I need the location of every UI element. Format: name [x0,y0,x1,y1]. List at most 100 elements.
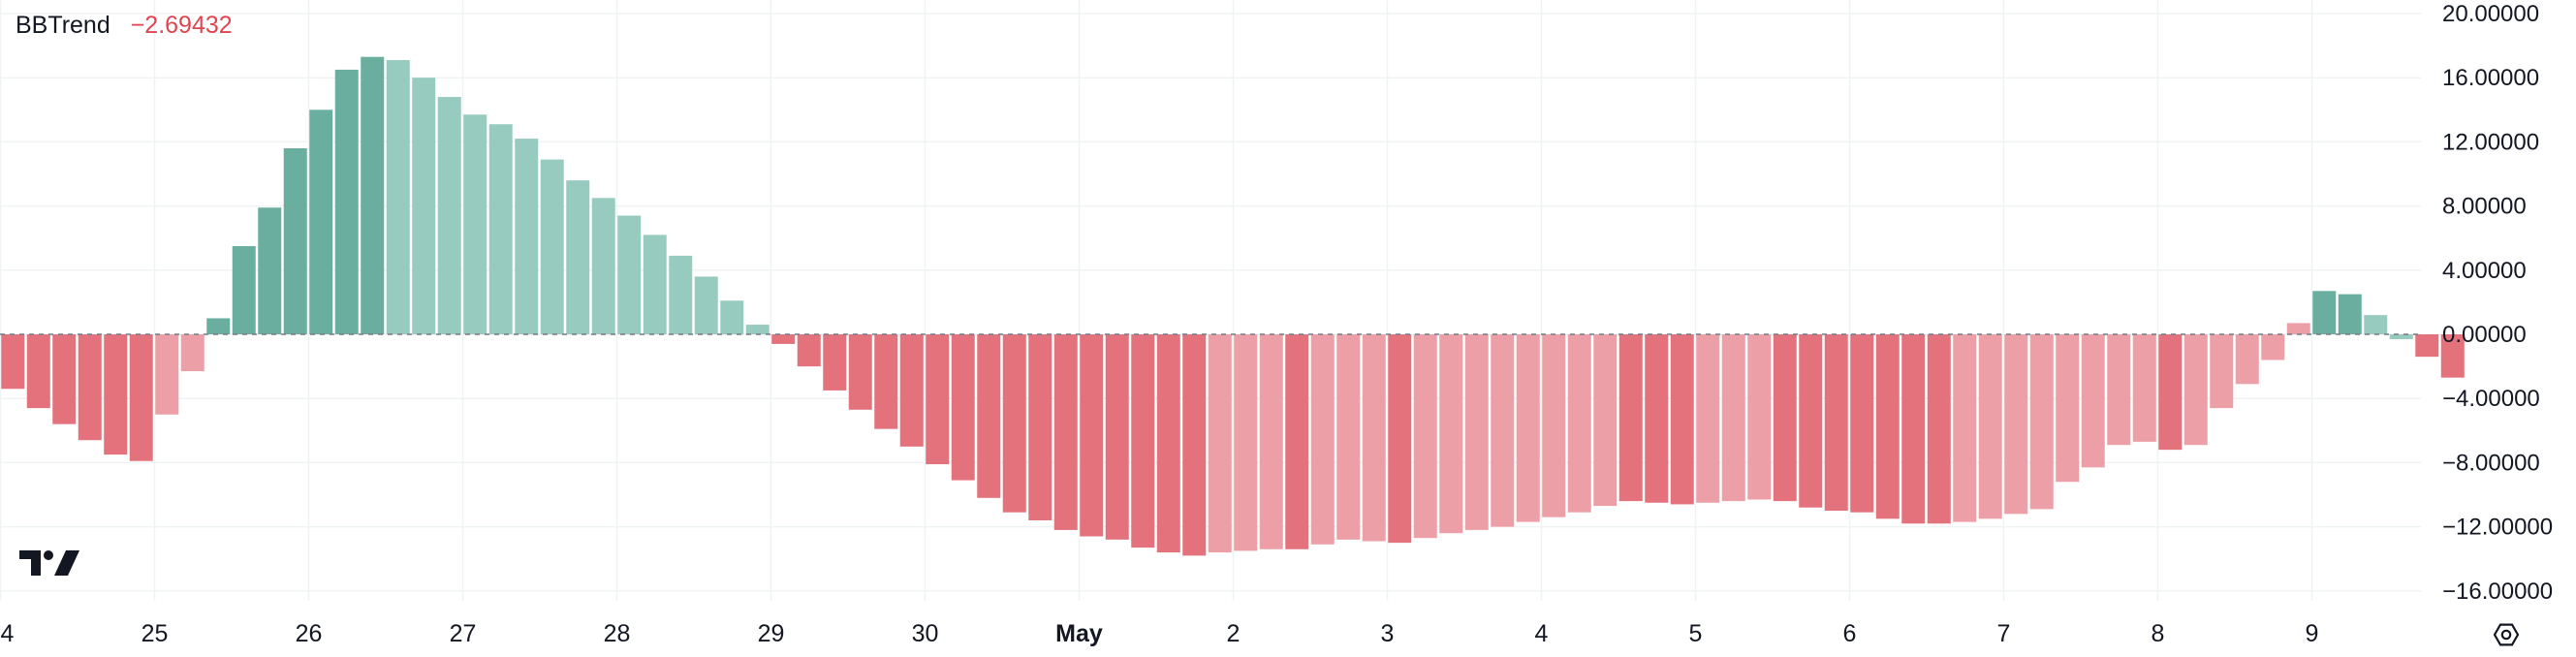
tradingview-logo-icon[interactable] [19,550,79,576]
histogram-bar [206,318,231,334]
time-scale[interactable]: 24 25 26 27 28 29 30 May 2 3 4 5 6 7 8 9 [0,620,2318,647]
indicator-name: BBTrend [16,12,110,39]
histogram-bar [361,56,385,335]
histogram-bar [1310,334,1335,545]
histogram-bar [1516,334,1540,522]
histogram-bar [309,110,333,334]
histogram-bar [566,180,590,334]
histogram-bar [283,148,307,334]
histogram-bar [2286,323,2310,334]
histogram-bar [1773,334,1797,502]
histogram-bar [1362,334,1386,542]
y-tick-label: −8.00000 [2442,450,2540,476]
histogram-bar [1927,334,1951,524]
histogram-bar [1002,334,1026,513]
histogram-bar [1875,334,1900,519]
histogram-bar [2004,334,2028,515]
y-tick-label: 4.00000 [2442,258,2527,284]
histogram-bar [1593,334,1618,507]
histogram-bar [694,276,718,334]
histogram-bar [232,245,256,334]
histogram-bar [720,300,744,334]
x-tick-label: 27 [450,620,477,647]
histogram-bar [2158,334,2183,451]
histogram-bar [1234,334,1258,551]
histogram-bar [334,69,359,335]
histogram-bar [1182,334,1207,556]
histogram-bar [2415,334,2439,358]
y-tick-label: −4.00000 [2442,386,2540,412]
histogram-bar [2081,334,2105,468]
histogram-bar [463,114,487,334]
histogram-bar [926,334,950,465]
histogram-bar [1053,334,1078,530]
histogram-bar [617,215,642,334]
histogram-bar [848,334,872,410]
histogram-bar [2389,334,2413,339]
x-tick-label: 29 [758,620,785,647]
histogram-bar [1696,334,1720,503]
histogram-bar [1156,334,1180,553]
x-tick-label: 30 [912,620,939,647]
histogram-bar [2312,291,2337,334]
histogram-bar [1799,334,1823,508]
histogram-bar [1850,334,1874,513]
histogram-bar [2183,334,2208,446]
histogram-bar [129,334,153,461]
histogram-bar [2338,294,2362,334]
histogram-bar [26,334,50,409]
histogram-bar [1567,334,1591,513]
histogram-bar [2440,334,2465,378]
histogram-bar [78,334,102,441]
histogram-bar [386,59,410,335]
histogram-bar [515,139,539,334]
y-tick-label: 12.00000 [2442,129,2539,155]
histogram-bar [1080,334,1104,537]
histogram-bar [1618,334,1643,502]
x-tick-label: 28 [604,620,631,647]
x-tick-label: 26 [296,620,323,647]
histogram-bar [540,159,564,334]
histogram-bar [1285,334,1309,549]
histogram-bar [1208,334,1232,553]
x-tick-label: 9 [2306,620,2319,647]
histogram-bar [1439,334,1463,534]
histogram-bar [258,207,282,334]
histogram-bar [2235,334,2259,385]
histogram-bar [155,334,179,415]
x-tick-label: 5 [1689,620,1703,647]
indicator-legend[interactable]: BBTrend −2.69432 [16,12,233,40]
y-tick-label: −16.00000 [2442,579,2553,605]
histogram-bar [2107,334,2131,446]
histogram-bar [951,334,975,481]
histogram-bar [1721,334,1745,502]
histogram-bar [104,334,128,455]
histogram-bar [1901,334,1926,524]
histogram-bar [1413,334,1437,539]
y-tick-label: −12.00000 [2442,515,2553,541]
histogram-bar [1464,334,1489,530]
histogram-bar [771,334,796,344]
histogram-bar [2029,334,2054,510]
histogram-bar [437,97,461,334]
histogram-bar [52,334,77,424]
histogram-bar [1105,334,1129,540]
price-scale[interactable]: 20.00000 16.00000 12.00000 8.00000 4.00000 0.… [2442,1,2553,605]
histogram-bar [977,334,1001,498]
histogram-bar [1953,334,1977,522]
y-tick-label: 8.00000 [2442,194,2527,220]
x-tick-label: 3 [1381,620,1395,647]
y-tick-label: 0.00000 [2442,322,2527,348]
histogram-bar [797,334,821,367]
histogram-bar [1670,334,1694,505]
histogram-bar [2132,334,2156,442]
histogram-bar [412,78,436,334]
histogram-bar [745,325,770,334]
histogram-bar [1491,334,1515,527]
histogram-bar [1542,334,1566,517]
histogram-bar [2261,334,2285,360]
histogram-bar [1028,334,1052,520]
histogram-bar [180,334,204,372]
settings-hexagon-icon[interactable] [2493,623,2520,646]
